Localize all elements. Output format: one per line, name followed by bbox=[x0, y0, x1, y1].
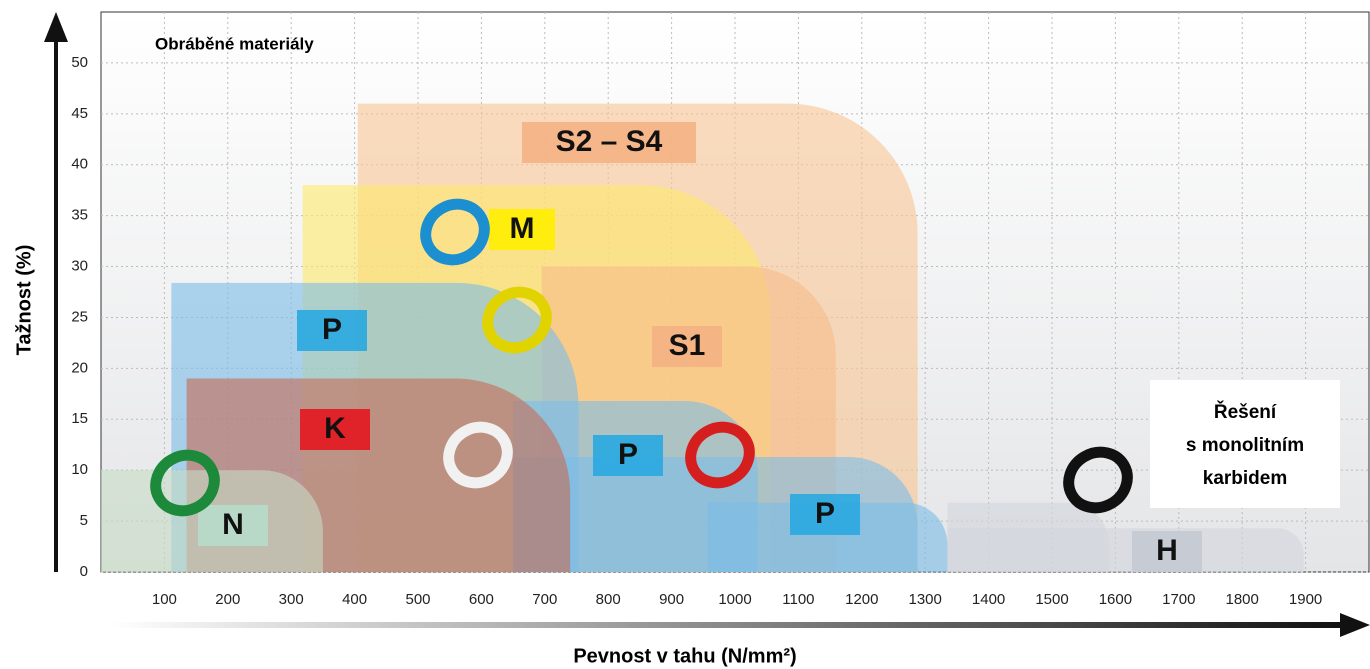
chart-title: Obráběné materiály bbox=[155, 34, 314, 53]
region bbox=[947, 528, 1303, 572]
region-label: S1 bbox=[669, 329, 706, 362]
region-label: P bbox=[618, 438, 638, 471]
annotation-line: karbidem bbox=[1203, 468, 1287, 489]
x-tick-label: 100 bbox=[152, 591, 177, 608]
region-label: N bbox=[222, 508, 244, 541]
region-label: M bbox=[510, 212, 535, 245]
x-tick-label: 400 bbox=[342, 591, 367, 608]
x-tick-label: 1400 bbox=[972, 591, 1005, 608]
x-tick-label: 300 bbox=[279, 591, 304, 608]
x-tick-label: 1700 bbox=[1162, 591, 1195, 608]
region-label: P bbox=[322, 313, 342, 346]
x-tick-label: 800 bbox=[596, 591, 621, 608]
x-tick-label: 900 bbox=[659, 591, 684, 608]
x-tick-label: 600 bbox=[469, 591, 494, 608]
x-tick-label: 1000 bbox=[718, 591, 751, 608]
x-tick-label: 1600 bbox=[1099, 591, 1132, 608]
x-axis-title: Pevnost v tahu (N/mm²) bbox=[573, 645, 796, 667]
x-tick-label: 1900 bbox=[1289, 591, 1322, 608]
y-tick-label: 5 bbox=[80, 512, 88, 529]
x-axis-arrowhead bbox=[1340, 613, 1370, 637]
y-tick-label: 45 bbox=[71, 105, 88, 122]
y-tick-label: 15 bbox=[71, 410, 88, 427]
x-axis-arrow bbox=[110, 622, 1342, 628]
x-tick-label: 700 bbox=[532, 591, 557, 608]
y-tick-label: 30 bbox=[71, 258, 88, 275]
x-tick-label: 200 bbox=[215, 591, 240, 608]
x-tick-label: 1200 bbox=[845, 591, 878, 608]
x-tick-label: 1800 bbox=[1226, 591, 1259, 608]
y-tick-label: 50 bbox=[71, 54, 88, 71]
region-label: H bbox=[1156, 534, 1178, 567]
region-label: P bbox=[815, 497, 835, 530]
y-axis-arrowhead bbox=[44, 12, 68, 42]
region-label: K bbox=[324, 412, 346, 445]
y-tick-label: 25 bbox=[71, 308, 88, 325]
x-tick-label: 1100 bbox=[782, 591, 814, 608]
annotation-line: Řešení bbox=[1214, 401, 1277, 423]
y-axis-title: Tažnost (%) bbox=[13, 245, 35, 356]
annotation-line: s monolitním bbox=[1186, 435, 1304, 456]
y-tick-label: 10 bbox=[71, 461, 88, 478]
y-tick-label: 20 bbox=[71, 359, 88, 376]
y-tick-label: 35 bbox=[71, 207, 88, 224]
y-tick-label: 40 bbox=[71, 156, 88, 173]
region-label: S2 – S4 bbox=[556, 125, 663, 158]
x-tick-label: 1500 bbox=[1035, 591, 1068, 608]
x-tick-label: 1300 bbox=[909, 591, 942, 608]
chart: 0 5 10 15 20 25 30 35 40 45 50 100 200 300 400 500 600 70… bbox=[0, 0, 1370, 669]
x-tick-label: 500 bbox=[405, 591, 430, 608]
y-tick-label: 0 bbox=[80, 563, 88, 580]
